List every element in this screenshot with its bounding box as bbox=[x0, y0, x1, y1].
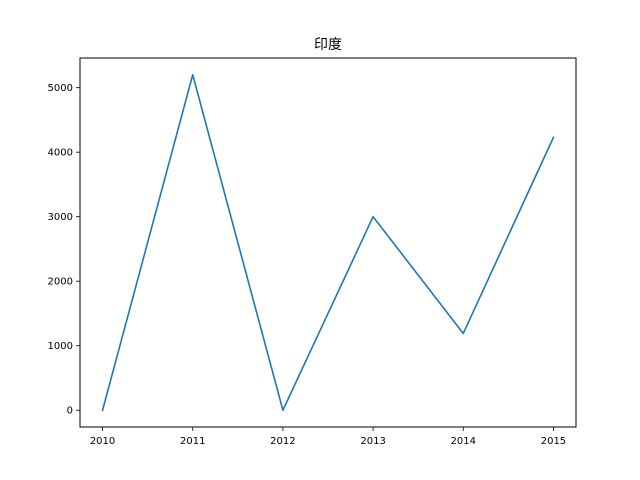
axes-frame bbox=[79, 57, 577, 428]
series-line bbox=[101, 73, 555, 412]
x-tick-label: 2012 bbox=[270, 436, 295, 447]
chart-title: 印度 bbox=[314, 37, 342, 53]
x-tick-label: 2010 bbox=[90, 436, 115, 447]
x-tick-label: 2014 bbox=[451, 436, 476, 447]
x-tick-label: 2011 bbox=[180, 436, 205, 447]
y-tick-label: 5000 bbox=[48, 83, 73, 94]
x-tick-label: 2015 bbox=[541, 436, 566, 447]
y-tick-label: 3000 bbox=[48, 212, 73, 223]
y-tick-label: 4000 bbox=[48, 148, 73, 159]
y-tick-label: 2000 bbox=[48, 277, 73, 288]
y-tick-label: 0 bbox=[67, 406, 73, 417]
x-tick-label: 2013 bbox=[360, 436, 385, 447]
plot-area: 2010 2011 2012 2013 2014 2015 0 1000 2000 3000 400… bbox=[48, 73, 566, 447]
y-tick-label: 1000 bbox=[48, 341, 73, 352]
